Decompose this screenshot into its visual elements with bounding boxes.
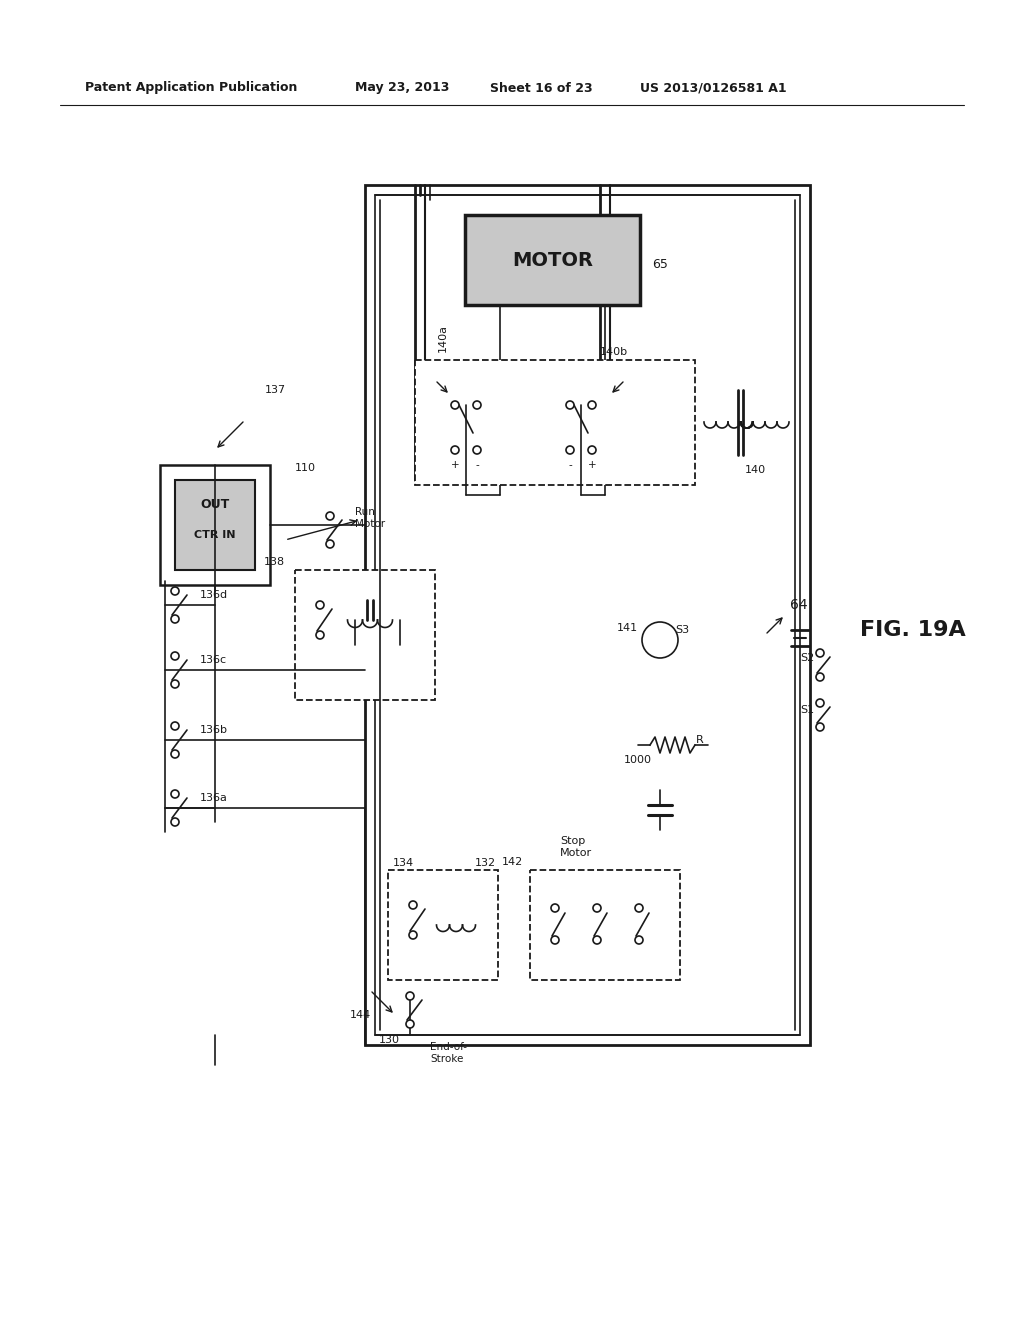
Circle shape bbox=[551, 904, 559, 912]
Text: 132: 132 bbox=[475, 858, 496, 869]
Circle shape bbox=[409, 931, 417, 939]
Bar bbox=[160, 465, 270, 585]
Circle shape bbox=[635, 936, 643, 944]
Text: May 23, 2013: May 23, 2013 bbox=[355, 82, 450, 95]
Circle shape bbox=[171, 652, 179, 660]
Bar bbox=[295, 570, 435, 700]
Text: 136d: 136d bbox=[200, 590, 228, 601]
Circle shape bbox=[406, 1020, 414, 1028]
Bar bbox=[375, 195, 800, 1035]
Text: FIG. 19A: FIG. 19A bbox=[860, 620, 966, 640]
Circle shape bbox=[171, 680, 179, 688]
Text: 64: 64 bbox=[790, 598, 808, 612]
Circle shape bbox=[171, 615, 179, 623]
Text: 137: 137 bbox=[265, 385, 286, 395]
Circle shape bbox=[473, 401, 481, 409]
Bar bbox=[530, 870, 680, 979]
Text: 141: 141 bbox=[616, 623, 638, 634]
Circle shape bbox=[816, 700, 824, 708]
Text: 130: 130 bbox=[379, 1035, 400, 1045]
Circle shape bbox=[451, 401, 459, 409]
Circle shape bbox=[642, 622, 678, 657]
Text: 136c: 136c bbox=[200, 655, 227, 665]
Text: 142: 142 bbox=[502, 857, 523, 867]
Bar bbox=[175, 480, 255, 570]
Text: Patent Application Publication: Patent Application Publication bbox=[85, 82, 297, 95]
Text: -: - bbox=[475, 459, 479, 470]
Text: US 2013/0126581 A1: US 2013/0126581 A1 bbox=[640, 82, 786, 95]
Circle shape bbox=[171, 818, 179, 826]
Text: 110: 110 bbox=[295, 463, 316, 473]
Circle shape bbox=[566, 401, 574, 409]
Circle shape bbox=[588, 401, 596, 409]
Circle shape bbox=[171, 789, 179, 799]
Text: S1: S1 bbox=[800, 705, 814, 715]
Text: Run
Motor: Run Motor bbox=[355, 507, 385, 529]
Circle shape bbox=[635, 904, 643, 912]
Circle shape bbox=[593, 904, 601, 912]
Text: CTR IN: CTR IN bbox=[195, 531, 236, 540]
Text: End-of-
Stroke: End-of- Stroke bbox=[430, 1041, 467, 1064]
Bar bbox=[415, 360, 695, 484]
Circle shape bbox=[316, 631, 324, 639]
Text: 136b: 136b bbox=[200, 725, 228, 735]
Text: Sheet 16 of 23: Sheet 16 of 23 bbox=[490, 82, 593, 95]
Circle shape bbox=[171, 750, 179, 758]
Text: 1000: 1000 bbox=[624, 755, 652, 766]
Text: 140b: 140b bbox=[600, 347, 628, 356]
Circle shape bbox=[816, 673, 824, 681]
Text: -: - bbox=[568, 459, 571, 470]
Text: +: + bbox=[588, 459, 596, 470]
Text: 134: 134 bbox=[393, 858, 414, 869]
Bar bbox=[388, 870, 498, 979]
Text: S3: S3 bbox=[675, 624, 689, 635]
Text: Stop
Motor: Stop Motor bbox=[560, 837, 592, 858]
Circle shape bbox=[171, 587, 179, 595]
Text: 65: 65 bbox=[652, 257, 668, 271]
Circle shape bbox=[816, 723, 824, 731]
Text: +: + bbox=[451, 459, 460, 470]
Circle shape bbox=[816, 649, 824, 657]
Circle shape bbox=[551, 936, 559, 944]
Circle shape bbox=[326, 512, 334, 520]
Text: OUT: OUT bbox=[201, 499, 229, 511]
Text: S2: S2 bbox=[800, 653, 814, 663]
Circle shape bbox=[171, 722, 179, 730]
Circle shape bbox=[409, 902, 417, 909]
Text: 138: 138 bbox=[264, 557, 285, 568]
Bar bbox=[465, 215, 640, 305]
Circle shape bbox=[593, 936, 601, 944]
Circle shape bbox=[566, 446, 574, 454]
Bar bbox=[365, 185, 810, 1045]
Circle shape bbox=[326, 540, 334, 548]
Text: 136a: 136a bbox=[200, 793, 228, 803]
Circle shape bbox=[316, 601, 324, 609]
Text: R: R bbox=[696, 735, 703, 744]
Circle shape bbox=[406, 993, 414, 1001]
Circle shape bbox=[451, 446, 459, 454]
Text: MOTOR: MOTOR bbox=[512, 251, 593, 269]
Circle shape bbox=[473, 446, 481, 454]
Text: 140a: 140a bbox=[438, 323, 449, 352]
Circle shape bbox=[588, 446, 596, 454]
Text: 140: 140 bbox=[745, 465, 766, 475]
Text: 144: 144 bbox=[349, 1010, 371, 1020]
